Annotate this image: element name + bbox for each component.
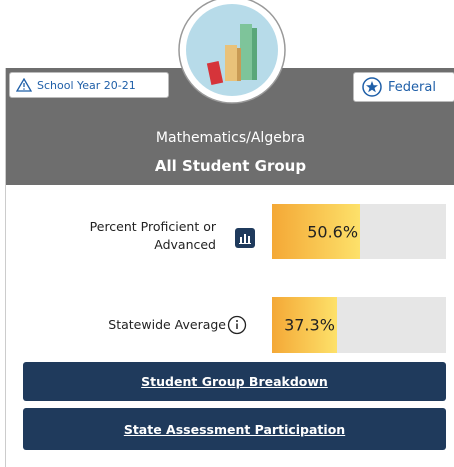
warning-icon — [16, 78, 32, 92]
participation-button[interactable]: State Assessment Participation — [23, 408, 446, 450]
chart-icon[interactable] — [235, 228, 255, 248]
school-year-text: School Year 20-21 — [37, 79, 136, 92]
federal-badge[interactable]: Federal — [353, 72, 454, 102]
metric-label: Percent Proficient or Advanced — [61, 218, 216, 254]
bar-track: 37.3% — [272, 297, 446, 353]
bar-fill: 37.3% — [272, 297, 337, 353]
subject-icon — [176, 0, 288, 104]
bar-fill: 50.6% — [272, 204, 360, 259]
breakdown-button[interactable]: Student Group Breakdown — [23, 362, 446, 401]
info-icon[interactable] — [227, 315, 247, 335]
value-label: 37.3% — [284, 316, 335, 335]
federal-text: Federal — [388, 80, 436, 95]
card: School Year 20-21 Federal Mathematics/Al… — [5, 68, 454, 467]
subject: Mathematics/Algebra — [6, 130, 454, 146]
value-label: 50.6% — [307, 222, 358, 241]
metric-label: Statewide Average — [46, 316, 226, 334]
star-icon — [362, 77, 382, 97]
school-year-badge[interactable]: School Year 20-21 — [9, 72, 169, 98]
group: All Student Group — [6, 157, 454, 175]
page: School Year 20-21 Federal Mathematics/Al… — [0, 0, 454, 467]
bar-track: 50.6% — [272, 204, 446, 259]
